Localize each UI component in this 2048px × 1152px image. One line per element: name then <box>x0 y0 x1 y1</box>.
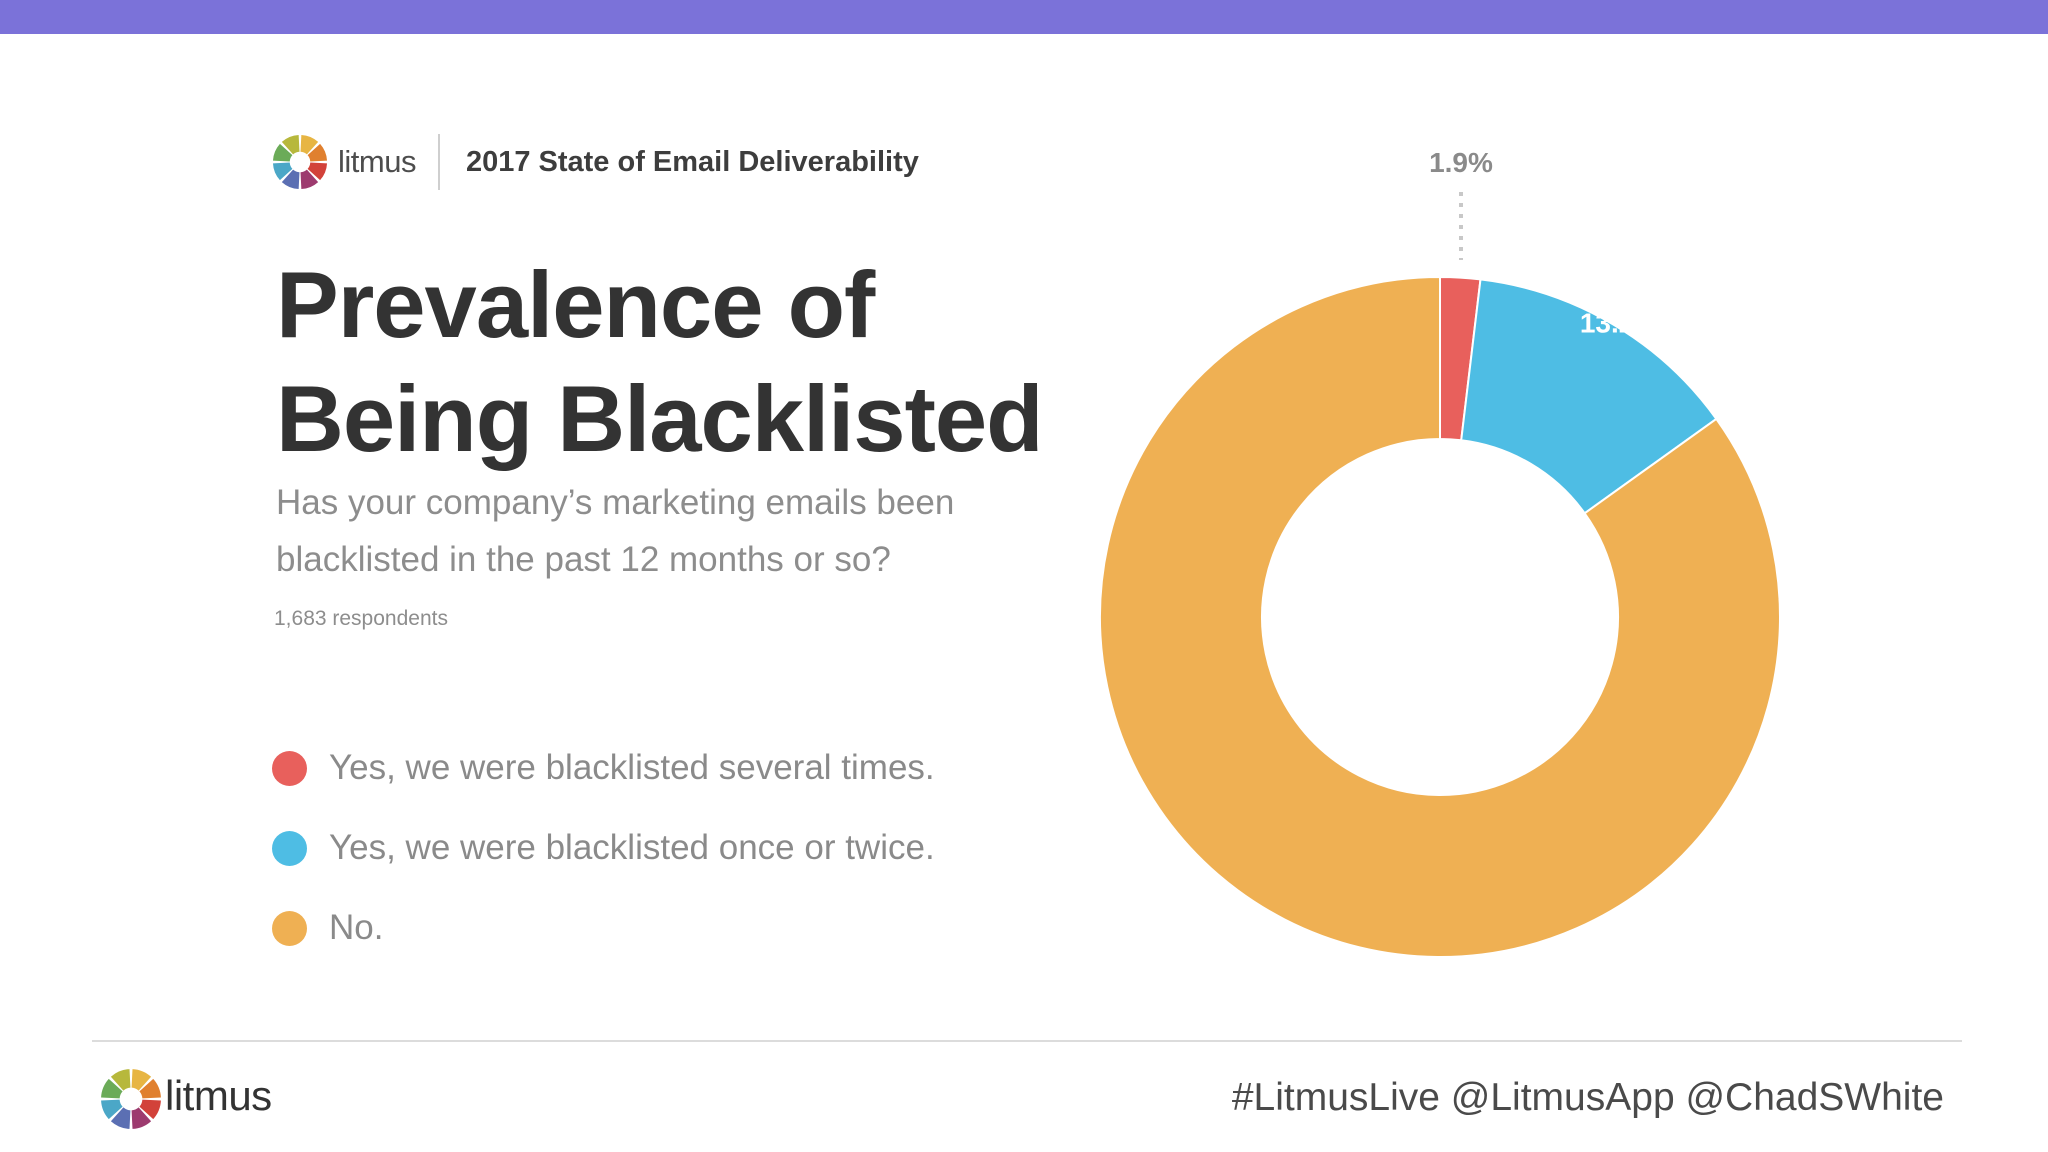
respondent-count: 1,683 respondents <box>274 607 448 630</box>
footer-divider <box>92 1040 1962 1042</box>
title-line-2: Being Blacklisted <box>276 366 1044 471</box>
logo-segment <box>110 1069 131 1091</box>
logo-segment <box>131 1069 152 1091</box>
logo-segment <box>300 169 319 190</box>
logo-segment <box>307 162 328 181</box>
legend-label-several-times: Yes, we were blacklisted several times. <box>329 748 935 787</box>
legend-item-once-or-twice: Yes, we were blacklisted once or twice. <box>272 808 935 888</box>
legend-dot-several-times <box>272 750 307 786</box>
logo-segment <box>307 143 328 162</box>
donut-slices <box>1099 275 1781 958</box>
legend-dot-no <box>272 910 307 946</box>
logo-segment <box>139 1078 161 1099</box>
legend-label-once-or-twice: Yes, we were blacklisted once or twice. <box>329 828 935 867</box>
footer-litmus-logo-icon <box>101 1069 161 1129</box>
logo-segment <box>272 143 293 162</box>
header-divider <box>437 134 440 190</box>
report-header: litmus 2017 State of Email Deliverabilit… <box>272 132 919 192</box>
logo-segment <box>300 134 319 155</box>
logo-segment <box>281 169 300 190</box>
logo-segment <box>101 1078 123 1099</box>
legend-item-no: No. <box>272 888 935 968</box>
slice-no <box>1099 275 1781 958</box>
legend-label-no: No. <box>329 908 384 947</box>
legend-dot-once-or-twice <box>272 830 307 866</box>
top-accent-bar <box>0 0 2048 34</box>
donut-chart: 1.9% 13.2% 84.9% <box>1099 147 1781 970</box>
slice-label-several-times: 1.9% <box>1429 147 1493 178</box>
litmus-logo-icon <box>272 134 328 190</box>
logo-segment <box>101 1099 123 1120</box>
legend-item-several-times: Yes, we were blacklisted several times. <box>272 728 935 808</box>
footer-hashtags: #LitmusLive @LitmusApp @ChadSWhite <box>1231 1076 1944 1119</box>
survey-question: Has your company’s marketing emails been… <box>276 483 955 579</box>
logo-segment <box>110 1107 131 1129</box>
slice-labels: 1.9% 13.2% 84.9% <box>1295 147 1659 970</box>
title-line-1: Prevalence of <box>276 252 875 357</box>
logo-segment <box>139 1099 161 1120</box>
report-title: 2017 State of Email Deliverability <box>465 145 919 178</box>
chart-legend: Yes, we were blacklisted several times. … <box>272 728 935 968</box>
footer-brand-name: litmus <box>165 1072 272 1119</box>
brand-name: litmus <box>338 144 416 179</box>
logo-segment <box>281 134 300 155</box>
slice-once-or-twice <box>1460 278 1718 515</box>
page-title: Prevalence of Being Blacklisted <box>276 248 1044 476</box>
slice-label-no: 84.9% <box>1295 960 1374 970</box>
logo-segment <box>272 162 293 181</box>
slice-label-once-or-twice: 13.2% <box>1580 308 1659 339</box>
logo-segment <box>131 1107 152 1129</box>
